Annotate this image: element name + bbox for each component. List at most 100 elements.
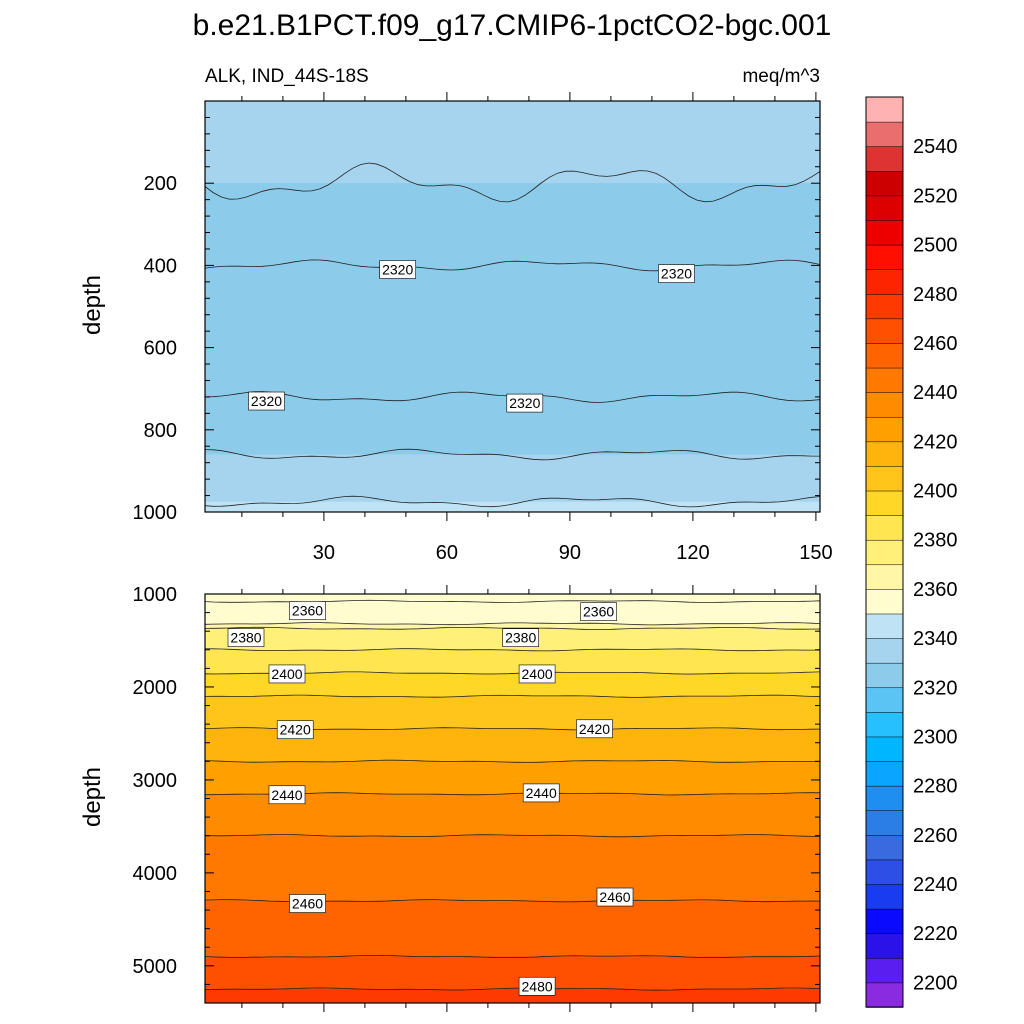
contour-label: 2440	[522, 783, 560, 803]
x-tick-label: 120	[676, 542, 709, 564]
contour-line	[205, 626, 820, 630]
contour-label-text: 2380	[230, 630, 261, 646]
chart-title: b.e21.B1PCT.f09_g17.CMIP6-1pctCO2-bgc.00…	[193, 9, 832, 42]
colorbar-swatch	[865, 662, 904, 689]
colorbar-swatch	[865, 957, 904, 984]
contour-label: 2400	[518, 664, 556, 684]
colorbar-swatch	[865, 416, 904, 443]
contour-label-text: 2320	[382, 262, 413, 278]
colorbar-frame	[865, 96, 904, 1008]
contour-line	[205, 448, 820, 461]
colorbar-swatch	[865, 539, 904, 566]
contour-band	[205, 183, 820, 267]
contour-band	[205, 594, 820, 603]
contour-label: 2400	[268, 664, 306, 684]
colorbar-swatch	[865, 318, 904, 344]
contour-band	[205, 956, 820, 991]
y-tick-label: 200	[144, 173, 177, 195]
contour-band	[205, 761, 820, 795]
colorbar-tick-label: 2260	[913, 825, 958, 847]
contour-label: 2460	[289, 894, 326, 913]
contour-line	[205, 162, 820, 203]
colorbar-swatch	[865, 834, 904, 861]
colorbar-swatch	[865, 490, 904, 516]
colorbar-swatch	[865, 268, 904, 295]
contour-line	[205, 694, 820, 698]
colorbar-tick-label: 2380	[913, 530, 958, 552]
contour-line	[205, 671, 820, 675]
contour-label: 2360	[580, 602, 617, 621]
contour-label: 2380	[502, 628, 540, 647]
y-tick-label: 5000	[133, 956, 178, 978]
contour-band	[205, 601, 820, 625]
colorbar: 2200 2220 2240 2260 2280 2300 2320 2340 2360 2380…	[865, 96, 958, 1008]
upper-contour-panel: 2320 2320 2320 2320 200 400 600 800 1000 30 60 90 12…	[133, 92, 833, 564]
contour-band	[205, 623, 820, 630]
colorbar-tick-label: 2300	[913, 726, 958, 748]
colorbar-tick-label: 2460	[913, 333, 958, 355]
colorbar-swatch	[865, 736, 904, 762]
colorbar-swatch	[865, 785, 904, 811]
contour-label-text: 2360	[583, 604, 614, 620]
x-tick-label: 60	[436, 542, 458, 564]
colorbar-swatch	[865, 613, 904, 639]
colorbar-swatch	[865, 809, 904, 836]
contour-label: 2420	[576, 719, 613, 739]
colorbar-tick-label: 2240	[913, 874, 958, 896]
contour-band	[205, 101, 820, 185]
colorbar-tick-label: 2280	[913, 776, 958, 798]
contour-line	[205, 792, 820, 796]
contour-line	[205, 955, 820, 959]
colorbar-tick-label: 2340	[913, 628, 958, 650]
contour-line	[205, 259, 820, 272]
contour-label: 2380	[227, 628, 265, 647]
y-tick-label: 3000	[133, 770, 178, 792]
colorbar-swatch	[865, 367, 904, 393]
colorbar-tick-label: 2520	[913, 185, 958, 207]
contour-line	[205, 648, 820, 652]
contour-band	[205, 793, 820, 837]
colorbar-swatch	[865, 293, 904, 320]
colorbar-swatch	[865, 219, 904, 246]
colorbar-swatch	[865, 145, 904, 172]
contour-line	[205, 759, 820, 763]
contour-label: 2440	[268, 785, 306, 805]
contour-band	[205, 454, 820, 503]
colorbar-swatch	[865, 760, 904, 787]
contour-band	[205, 673, 820, 698]
contour-line	[205, 622, 820, 626]
upper-y-axis-label: depth	[79, 275, 106, 335]
colorbar-tick-label: 2480	[913, 284, 958, 306]
colorbar-swatch	[865, 982, 904, 1008]
contour-label-text: 2480	[522, 978, 553, 994]
contour-band	[205, 649, 820, 675]
colorbar-swatch	[865, 883, 904, 910]
x-tick-label: 30	[313, 542, 335, 564]
contour-label-text: 2460	[599, 889, 630, 905]
contour-line	[205, 987, 820, 991]
colorbar-tick-label: 2360	[913, 579, 958, 601]
x-tick-label: 150	[799, 542, 832, 564]
contour-band	[205, 835, 820, 902]
contour-label-text: 2400	[522, 666, 553, 682]
colorbar-tick-label: 2400	[913, 481, 958, 503]
plot-frame	[204, 100, 821, 513]
colorbar-swatch	[865, 441, 904, 467]
colorbar-swatch	[865, 859, 904, 885]
colorbar-tick-label: 2200	[913, 972, 958, 994]
y-tick-label: 600	[144, 338, 177, 360]
colorbar-swatch	[865, 465, 904, 492]
contour-label-text: 2320	[251, 393, 282, 409]
colorbar-tick-label: 2500	[913, 235, 958, 257]
colorbar-swatch	[865, 195, 904, 221]
y-tick-label: 2000	[133, 677, 178, 699]
lower-y-axis-label: depth	[79, 767, 106, 827]
contour-label-text: 2380	[505, 630, 536, 646]
colorbar-tick-label: 2420	[913, 431, 958, 453]
contour-label: 2420	[276, 720, 314, 740]
contour-label-text: 2460	[292, 896, 323, 912]
contour-label-text: 2440	[526, 785, 557, 801]
contour-band	[205, 265, 820, 398]
colorbar-swatch	[865, 121, 904, 147]
